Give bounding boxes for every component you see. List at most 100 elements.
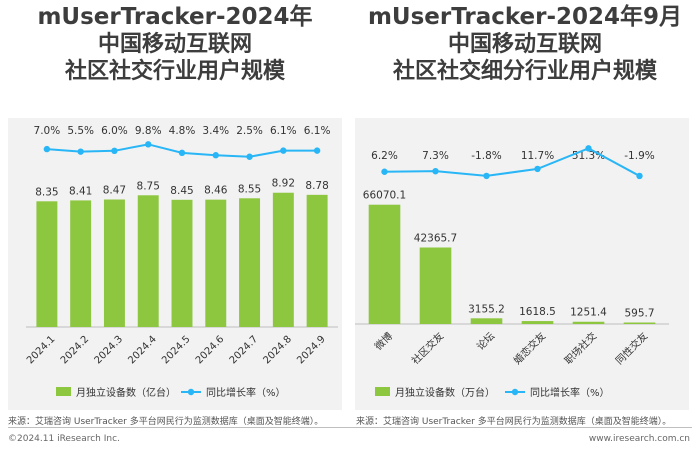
left-bar [272,192,294,327]
left-bar [171,199,193,327]
right-bar-value-label: 3155.2 [468,303,505,315]
left-growth-label: 6.1% [270,125,297,137]
right-growth-point [636,172,643,180]
left-growth-label: 6.0% [101,125,128,137]
left-growth-point [178,149,186,157]
right-chart-svg: 66070.1 6.2% 微博 42365.7 7.3% 社区交友 3155.2 -1.8% 论… [355,145,669,399]
right-bar-value-label: 1251.4 [570,307,607,319]
right-legend-line-label: 同比增长率（%） [530,386,610,399]
right-category-tick-label: 社区交友 [409,329,446,366]
left-chart-title: mUserTracker-2024年 中国移动互联网 社区社交行业用户规模 [5,4,345,85]
copyright-text: ©2024.11 iResearch Inc. [8,434,120,444]
left-chart-svg: 8.35 7.0% 2024.1 8.41 5.5% 2024.2 8.47 6.0% 2024… [25,125,338,399]
left-bar-value-label: 8.47 [103,185,126,197]
right-bar [368,204,401,324]
left-category-tick-label: 2024.3 [93,334,126,367]
right-title-line1: mUserTracker-2024年9月 [367,4,683,30]
right-growth-label: -1.9% [624,150,654,162]
right-growth-point [381,168,388,175]
right-bar [623,322,656,324]
left-bar [239,198,261,327]
left-growth-label: 7.0% [34,125,61,137]
left-category-tick-label: 2024.1 [25,334,58,367]
left-title-line1: mUserTracker-2024年 [37,4,313,30]
left-category-tick-label: 2024.9 [295,334,328,367]
left-category-tick-label: 2024.4 [126,334,159,367]
left-bar [36,201,58,327]
right-chart-area: 66070.1 6.2% 微博 42365.7 7.3% 社区交友 3155.2 -1.8% 论… [355,118,689,410]
left-chart-area: 8.35 7.0% 2024.1 8.41 5.5% 2024.2 8.47 6.0% 2024… [8,118,342,410]
right-bar [521,321,554,324]
left-legend-line-label: 同比增长率（%） [206,386,286,399]
right-bar-value-label: 42365.7 [414,233,457,245]
right-growth-point [534,165,541,173]
left-growth-point [77,148,84,155]
source-note-right: 来源：艾瑞咨询 UserTracker 多平台网民行为监测数据库（桌面及智能终端… [356,417,672,427]
left-bar [70,200,92,327]
left-growth-point [313,147,321,154]
left-bar-value-label: 8.55 [238,183,261,195]
right-growth-label: 7.3% [422,150,449,162]
right-growth-label: -1.8% [471,150,501,162]
left-legend-bar-label: 月独立设备数（亿台） [76,386,176,399]
left-title-line3: 社区社交行业用户规模 [64,59,285,84]
website-text: www.iresearch.com.cn [588,434,690,444]
right-bar [572,321,605,324]
right-bar [419,247,452,324]
right-growth-label: 51.3% [572,150,605,162]
left-growth-label: 9.8% [135,125,162,137]
right-category-tick-label: 同性交友 [613,329,650,366]
left-bar-value-label: 8.45 [170,185,193,197]
left-growth-point [280,147,287,154]
left-growth-label: 4.8% [169,125,196,137]
left-bar-value-label: 8.75 [137,180,160,192]
left-bar-value-label: 8.46 [204,185,228,197]
left-growth-label: 6.1% [304,125,331,137]
right-category-tick-label: 论坛 [474,329,497,352]
right-bar [470,318,503,324]
right-growth-line [384,147,640,177]
left-bar-value-label: 8.78 [305,180,328,192]
left-legend-bar-swatch [56,387,71,396]
right-growth-label: 6.2% [371,150,398,162]
left-category-tick-label: 2024.5 [160,334,193,367]
right-chart-title: mUserTracker-2024年9月 中国移动互联网 社区社交细分行业用户规… [355,4,695,85]
right-bar-value-label: 66070.1 [363,190,406,202]
left-category-tick-label: 2024.8 [261,334,294,367]
left-bar [137,195,159,327]
right-title-line3: 社区社交细分行业用户规模 [392,59,657,84]
left-title-line2: 中国移动互联网 [97,32,252,57]
left-growth-label: 5.5% [67,125,94,137]
left-category-tick-label: 2024.2 [59,334,92,367]
left-growth-point [111,147,118,154]
left-growth-label: 2.5% [236,125,263,137]
left-growth-point [212,152,219,159]
right-growth-point [585,145,592,152]
left-bar [306,194,328,327]
right-growth-label: 11.7% [521,150,554,162]
right-title-line2: 中国移动互联网 [447,32,602,57]
right-legend-bar-label: 月独立设备数（万台） [395,386,495,399]
right-bar-value-label: 1618.5 [519,306,556,318]
left-bar-value-label: 8.92 [272,178,295,190]
footer-divider [8,427,692,428]
left-bar [103,199,125,327]
left-growth-point [145,141,152,148]
left-growth-label: 3.4% [202,125,229,137]
right-legend-bar-swatch [375,387,390,396]
right-bar-value-label: 595.7 [624,308,654,320]
right-category-tick-label: 微博 [372,329,395,352]
left-bar [205,199,227,327]
right-category-tick-label: 职场社交 [562,329,599,366]
left-bar-value-label: 8.41 [69,185,92,197]
left-growth-point [43,145,51,153]
right-growth-point [432,167,439,175]
left-category-tick-label: 2024.6 [194,334,227,367]
left-bar-value-label: 8.35 [35,186,58,198]
right-growth-point [483,172,490,180]
left-legend-line-marker [187,388,195,396]
source-note-left: 来源：艾瑞咨询 UserTracker 多平台网民行为监测数据库（桌面及智能终端… [8,417,324,427]
right-category-tick-label: 婚恋交友 [511,329,548,366]
left-category-tick-label: 2024.7 [228,334,261,367]
left-growth-point [246,153,253,160]
